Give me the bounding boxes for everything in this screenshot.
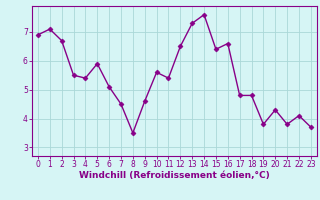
X-axis label: Windchill (Refroidissement éolien,°C): Windchill (Refroidissement éolien,°C)	[79, 171, 270, 180]
